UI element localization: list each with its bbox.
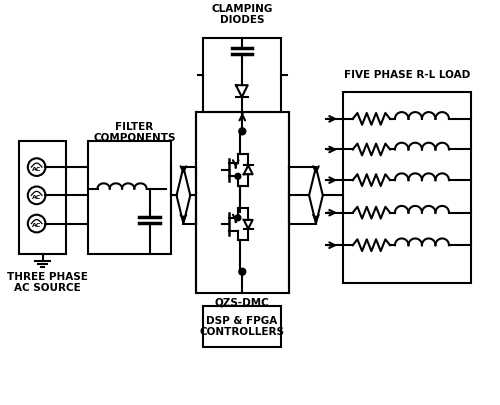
Text: THREE PHASE
AC SOURCE: THREE PHASE AC SOURCE (7, 272, 88, 293)
Bar (19, 141, 66, 254)
Text: FIVE PHASE R-L LOAD: FIVE PHASE R-L LOAD (344, 70, 470, 80)
Bar (202, 38, 281, 112)
Text: AC: AC (32, 223, 42, 228)
Bar (196, 112, 289, 293)
Circle shape (235, 215, 241, 221)
Circle shape (239, 128, 246, 135)
Text: DSP & FPGA
CONTROLLERS: DSP & FPGA CONTROLLERS (200, 316, 284, 337)
Bar (343, 92, 470, 284)
Text: QZS-DMC: QZS-DMC (215, 297, 270, 307)
Circle shape (235, 173, 241, 179)
Text: FILTER
COMPONENTS: FILTER COMPONENTS (93, 122, 176, 143)
Text: AC: AC (32, 167, 42, 172)
Text: AC: AC (32, 195, 42, 200)
Text: CLAMPING
DIODES: CLAMPING DIODES (211, 4, 272, 25)
Bar (88, 141, 171, 254)
Bar (202, 306, 281, 347)
Circle shape (239, 268, 246, 275)
